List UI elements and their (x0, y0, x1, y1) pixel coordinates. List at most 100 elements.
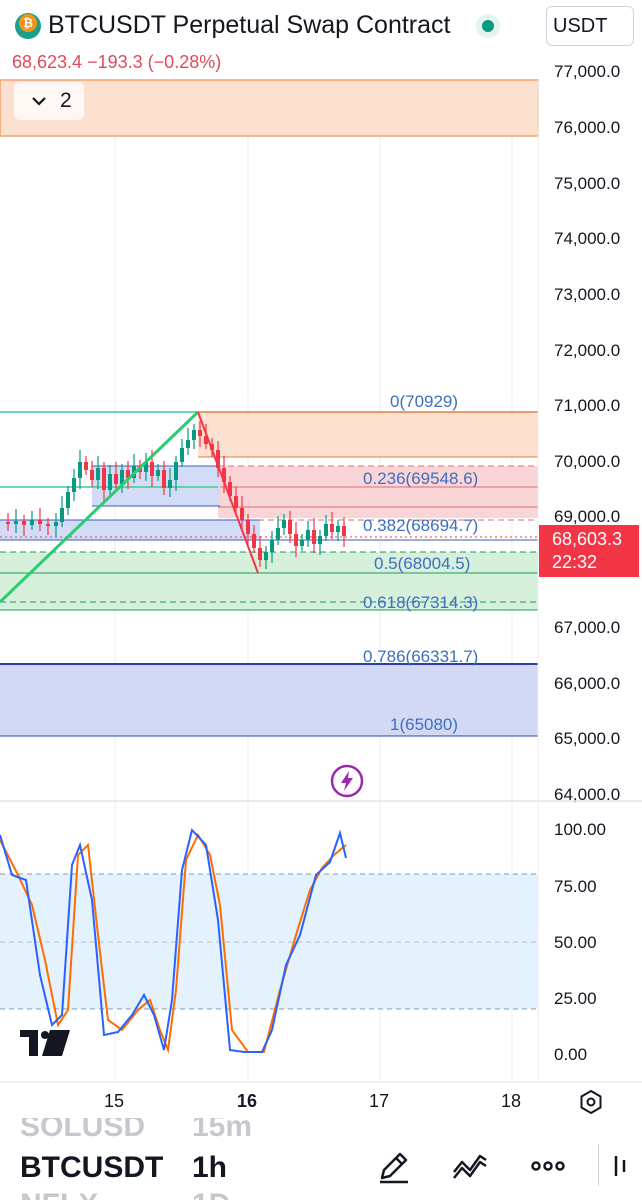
chart-canvas[interactable] (0, 0, 642, 1118)
interval-selector[interactable]: 1h (192, 1151, 228, 1184)
current-price-value: 68,603.3 (552, 529, 623, 549)
candle-body (246, 520, 250, 534)
fib-label-0236: 0.236(69548.6) (363, 469, 479, 488)
candle-body (216, 450, 220, 468)
candle-body (108, 474, 112, 490)
bitcoin-icon: ₿ (15, 13, 41, 39)
candle-body (14, 521, 18, 524)
toolbar-divider (598, 1144, 599, 1186)
candle-body (300, 540, 304, 546)
prev-symbol[interactable]: SOLUSD (20, 1118, 146, 1143)
candle-body (90, 470, 94, 480)
price-change-pct: (−0.28%) (147, 52, 222, 72)
symbol-selector[interactable]: BTCUSDT (20, 1151, 164, 1184)
settings-hexagon-icon[interactable] (577, 1088, 605, 1116)
candle-body (318, 536, 322, 544)
tradingview-logo (20, 1030, 70, 1056)
fib-label-05: 0.5(68004.5) (374, 554, 471, 573)
candle-body (66, 492, 70, 508)
candle-body (342, 526, 346, 536)
more-icon[interactable] (528, 1146, 568, 1186)
live-dot-icon (476, 14, 500, 38)
candle-body (264, 552, 268, 560)
candle-body (60, 508, 64, 522)
chart-header: ₿ BTCUSDT Perpetual Swap Contract USDT 6… (0, 0, 642, 80)
candle-body (228, 482, 232, 496)
indicators-toggle-button[interactable]: 2 (14, 82, 84, 120)
fib-zone-0236-red[interactable] (218, 466, 538, 518)
candle-body (54, 522, 58, 526)
price-tick: 69,000.0 (554, 507, 621, 526)
prev-interval[interactable]: 15m (192, 1118, 253, 1143)
oscillator-tick: 50.00 (554, 933, 597, 952)
price-summary: 68,623.4 −193.3 (−0.28%) (12, 52, 221, 73)
upper-zone-box[interactable] (0, 79, 539, 137)
fib-zone-05-green[interactable] (0, 552, 538, 610)
candle-body (144, 462, 148, 472)
fib-label-0382: 0.382(68694.7) (363, 516, 479, 535)
symbol-title[interactable]: BTCUSDT Perpetual Swap Contract (48, 11, 451, 39)
candle-body (156, 470, 160, 476)
next-symbol[interactable]: NFLX (20, 1188, 98, 1200)
price-tick: 71,000.0 (554, 396, 621, 415)
currency-button[interactable]: USDT (546, 6, 634, 46)
oscillator-tick: 0.00 (554, 1045, 588, 1064)
price-tick: 64,000.0 (554, 785, 621, 804)
pencil-icon[interactable] (374, 1146, 414, 1186)
fib-trendline-down[interactable] (197, 411, 259, 574)
time-tick: 18 (501, 1091, 522, 1111)
candle-body (84, 462, 88, 470)
candle-body (234, 496, 238, 508)
next-interval[interactable]: 1D (192, 1188, 230, 1200)
candle-body (198, 430, 202, 436)
price-tick: 74,000.0 (554, 229, 621, 248)
fib-label-0: 0(70929) (390, 392, 459, 411)
chevron-down-icon (32, 97, 46, 106)
candle-body (294, 534, 298, 546)
candle-body (240, 508, 244, 520)
price-change: −193.3 (87, 52, 143, 72)
candle-body (186, 440, 190, 448)
candle-body (72, 478, 76, 492)
lower-zone-blue[interactable] (0, 664, 538, 736)
candle-body (38, 520, 42, 524)
candle-body (126, 470, 130, 478)
candlestick-series (6, 421, 346, 569)
candle-body (324, 524, 328, 536)
scroll-more-icon[interactable] (608, 1146, 642, 1186)
candle-body (252, 534, 256, 548)
time-tick-current: 16 (237, 1091, 258, 1111)
candle-body (174, 462, 178, 480)
price-tick: 66,000.0 (554, 674, 621, 693)
fib-label-0618: 0.618(67314.3) (363, 593, 479, 612)
indicator-count: 2 (60, 89, 72, 112)
candle-body (30, 520, 34, 525)
fib-label-0786: 0.786(66331.7) (363, 647, 479, 666)
candle-body (288, 520, 292, 534)
lightning-icon[interactable] (330, 764, 364, 798)
time-tick: 17 (369, 1091, 390, 1111)
candle-body (162, 470, 166, 488)
candle-body (282, 520, 286, 528)
candle-body (180, 448, 184, 462)
candle-body (150, 462, 154, 476)
price-tick: 65,000.0 (554, 729, 621, 748)
blue-zone-mid[interactable] (0, 520, 260, 540)
fib-zone-0-orange[interactable] (198, 412, 538, 457)
candle-body (270, 540, 274, 552)
fib-trendline-up[interactable] (0, 410, 200, 604)
price-tick: 75,000.0 (554, 174, 621, 193)
candle-body (222, 468, 226, 482)
candle-body (96, 468, 100, 480)
candle-body (258, 548, 262, 560)
bar-countdown: 22:32 (552, 552, 598, 572)
candle-body (204, 436, 208, 444)
candle-body (114, 474, 118, 484)
candle-body (276, 528, 280, 540)
stoch-band (0, 874, 538, 1009)
candle-body (312, 530, 316, 544)
price-tick: 70,000.0 (554, 452, 621, 471)
price-tick: 76,000.0 (554, 118, 621, 137)
indicators-icon[interactable] (450, 1146, 490, 1186)
current-price-badge: 68,603.3 22:32 (539, 525, 639, 577)
